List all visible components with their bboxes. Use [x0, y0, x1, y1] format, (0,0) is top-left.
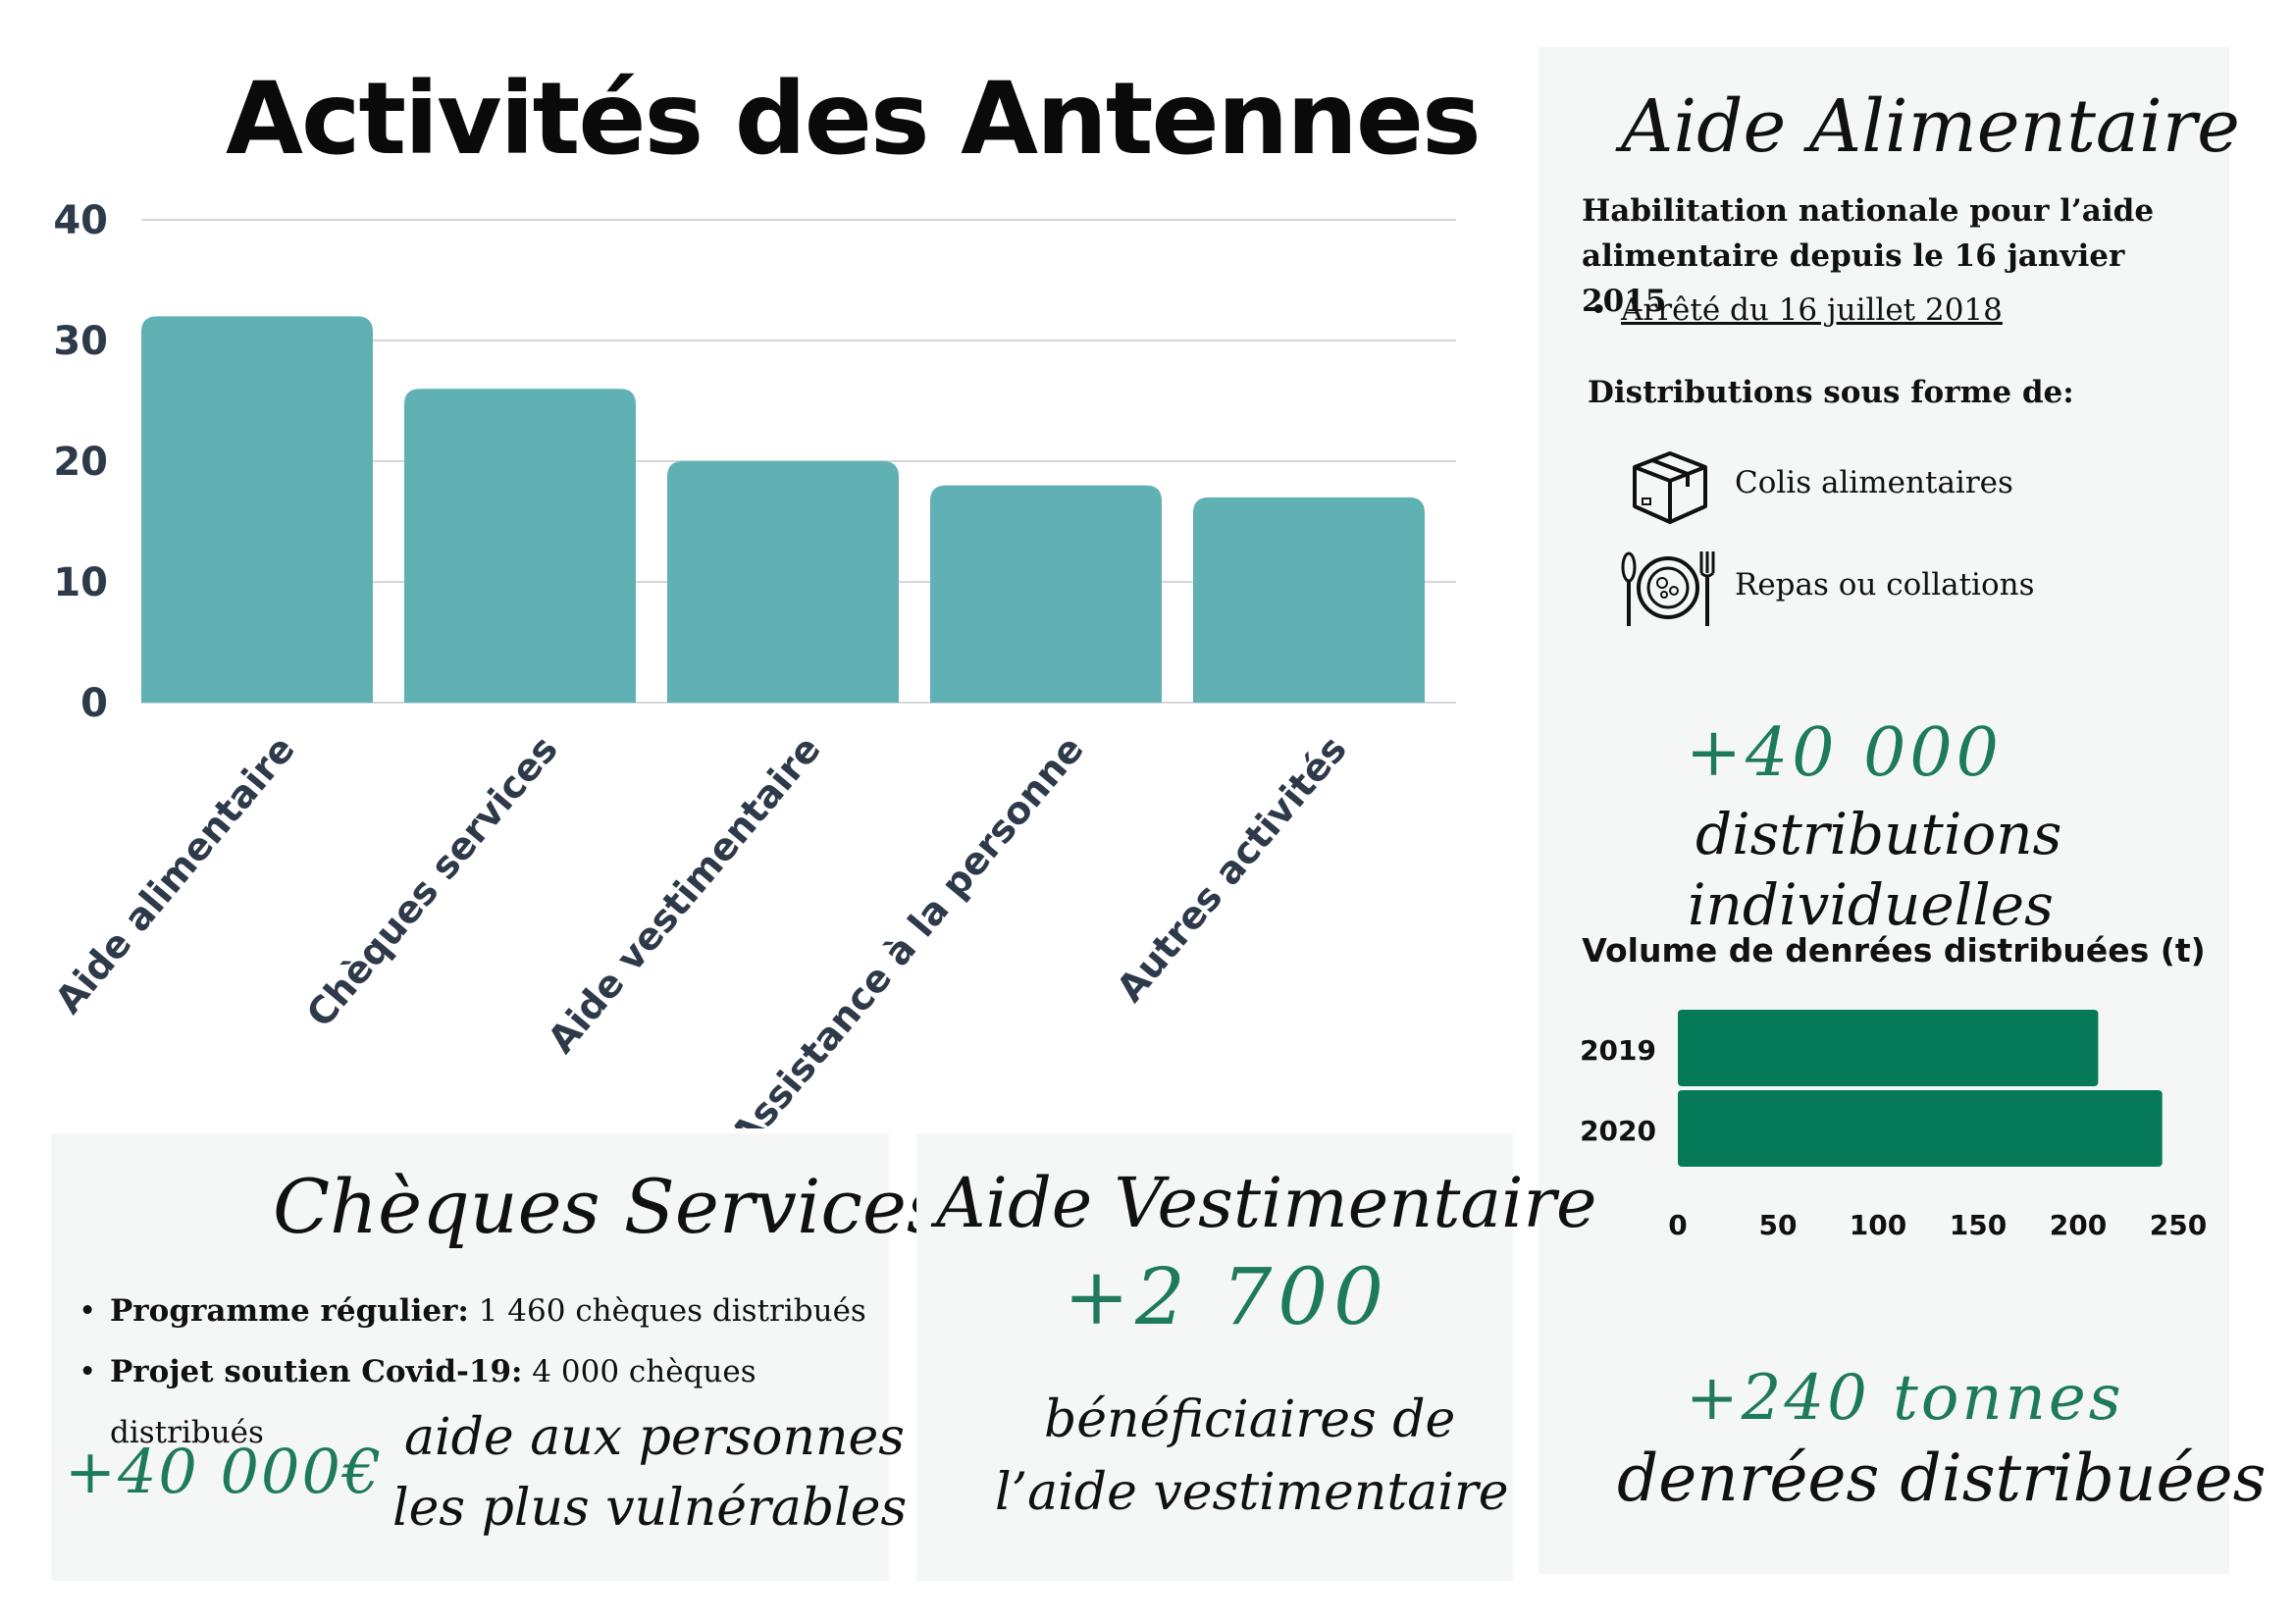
- arrete-list: Arrêté du 16 juillet 2018: [1582, 292, 2210, 328]
- volume-year-label: 2020: [1580, 1115, 1656, 1147]
- meal-plate-icon: [1621, 546, 1715, 630]
- aide-alimentaire-panel: Aide Alimentaire Habilitation nationale …: [1539, 47, 2266, 1574]
- y-tick-label: 30: [53, 319, 108, 364]
- cheques-item-bold: Projet soutien Covid-19:: [110, 1354, 523, 1389]
- cheques-item-bold: Programme régulier:: [110, 1293, 469, 1329]
- y-tick-label: 0: [80, 681, 108, 726]
- cheques-list: Programme régulier: 1 460 chèques distri…: [71, 1281, 875, 1463]
- page-title: Activités des Antennes: [226, 61, 1482, 178]
- cheques-heading: Chèques Services: [273, 1163, 945, 1250]
- cheques-amount: +40 000€: [65, 1436, 384, 1507]
- y-tick-label: 40: [53, 198, 108, 243]
- cheques-caption-1: aide aux personnes: [404, 1408, 905, 1467]
- volume-x-tick-label: 150: [1950, 1209, 2007, 1241]
- bar: [667, 461, 899, 703]
- aide-vestimentaire-panel: Aide Vestimentaire +2 700 bénéficiaires …: [916, 1133, 1596, 1581]
- cheques-list-item: Programme régulier: 1 460 chèques distri…: [71, 1281, 875, 1341]
- vestimentaire-value: +2 700: [1064, 1251, 1390, 1342]
- x-category-label: Aide alimentaire: [47, 728, 303, 1022]
- vestimentaire-caption-1: bénéficiaires de: [1044, 1390, 1456, 1449]
- volume-x-tick-label: 200: [2050, 1209, 2107, 1241]
- arrete-link[interactable]: Arrêté du 16 juillet 2018: [1621, 292, 2003, 328]
- volume-x-tick-label: 50: [1759, 1209, 1798, 1241]
- distributions-heading: Distributions sous forme de:: [1588, 375, 2074, 410]
- habilitation-line-1: Habilitation nationale pour l’aide: [1582, 193, 2155, 229]
- x-category-label: Autres activités: [1108, 728, 1354, 1011]
- volume-x-tick-label: 0: [1668, 1209, 1687, 1241]
- bar: [1193, 497, 1425, 703]
- cheques-list-item: Projet soutien Covid-19: 4 000 chèques d…: [71, 1341, 875, 1463]
- volume-bar: [1678, 1010, 2099, 1086]
- bar: [404, 389, 636, 703]
- colis-label: Colis alimentaires: [1735, 465, 2013, 500]
- y-tick-label: 20: [53, 440, 108, 485]
- volume-x-tick-label: 250: [2150, 1209, 2207, 1241]
- volume-x-tick-label: 100: [1850, 1209, 1906, 1241]
- cheques-services-panel: Chèques Services Programme régulier: 1 4…: [51, 1133, 945, 1581]
- cheques-item-text: 1 460 chèques distribués: [468, 1293, 866, 1329]
- volume-bar: [1678, 1090, 2163, 1167]
- arrete-list-item: Arrêté du 16 juillet 2018: [1582, 292, 2210, 328]
- distributions-stat-label-2: individuelles: [1688, 871, 2054, 938]
- distributions-stat-value: +40 000: [1686, 714, 2003, 792]
- tonnes-stat-label: denrées distribuées: [1617, 1441, 2267, 1516]
- cheques-item-text: 4 000 chèques distribués: [110, 1354, 756, 1450]
- y-tick-label: 10: [53, 560, 108, 605]
- bar: [930, 485, 1162, 703]
- x-category-label: Aide vestimentaire: [540, 728, 829, 1062]
- distributions-stat-label-1: distributions: [1695, 801, 2062, 867]
- habilitation-text: Habilitation nationale pour l’aide alime…: [1582, 188, 2210, 324]
- volume-chart-title: Volume de denrées distribuées (t): [1582, 932, 2206, 969]
- package-box-icon: [1627, 447, 1713, 526]
- cheques-caption-2: les plus vulnérables: [392, 1479, 908, 1538]
- x-category-label: Chèques services: [298, 728, 566, 1036]
- vestimentaire-heading: Aide Vestimentaire: [936, 1163, 1597, 1243]
- volume-year-label: 2019: [1580, 1034, 1656, 1067]
- bar: [141, 316, 373, 703]
- aide-alimentaire-heading: Aide Alimentaire: [1621, 84, 2240, 169]
- vestimentaire-caption-2: l’aide vestimentaire: [995, 1463, 1509, 1522]
- repas-label: Repas ou collations: [1735, 567, 2035, 602]
- tonnes-stat-value: +240 tonnes: [1686, 1362, 2124, 1435]
- volume-bar-chart: Volume de denrées distribuées (t) 2019 202…: [1580, 932, 2207, 1241]
